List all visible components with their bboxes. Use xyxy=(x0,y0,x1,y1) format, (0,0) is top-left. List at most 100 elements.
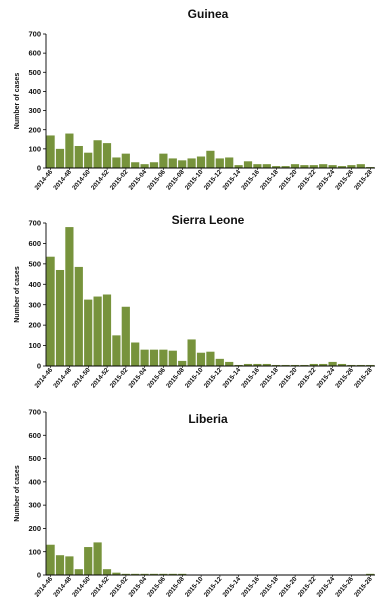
bar-2015-16 xyxy=(253,164,262,168)
bar-2015-01 xyxy=(112,572,121,575)
chart-guinea: Guinea Number of cases 0 100 200 300 400 500 600… xyxy=(0,0,376,207)
y-axis-label: Number of cases xyxy=(14,465,21,522)
bar-2014-47 xyxy=(55,555,65,575)
bar-2015-07 xyxy=(168,158,177,168)
y-tick-label: 500 xyxy=(28,68,41,77)
x-tick-label: 2015-14 xyxy=(222,575,243,598)
bar-2015-27 xyxy=(356,364,365,366)
x-tick-label: 2015-22 xyxy=(297,168,318,191)
bar-2015-04 xyxy=(140,349,149,366)
bar-2015-25 xyxy=(337,166,347,168)
bar-2014-46 xyxy=(46,256,55,366)
bar-2015-22 xyxy=(309,363,318,366)
x-tick-label: 2015-04 xyxy=(128,366,149,389)
bar-2014-48 xyxy=(65,227,74,366)
x-tick-label: 2015-04 xyxy=(128,168,149,191)
bar-2015-26 xyxy=(347,364,356,366)
bar-2014-49 xyxy=(74,145,83,168)
x-tick-label: 2015-20 xyxy=(278,168,299,191)
y-tick-label: 400 xyxy=(28,87,41,96)
chart-liberia: Liberia Number of cases 0 100 200 300 400 500 60… xyxy=(0,403,376,603)
x-tick-label: 2014-50 xyxy=(71,575,92,598)
bar-2014-49 xyxy=(74,266,83,366)
bar-2014-51 xyxy=(93,542,102,575)
bar-2014-49 xyxy=(74,569,83,575)
bar-2015-14 xyxy=(234,165,243,168)
bar-2015-01 xyxy=(112,335,121,366)
y-tick-label: 200 xyxy=(28,321,41,330)
chart-title: Sierra Leone xyxy=(172,213,245,227)
y-tick-label: 400 xyxy=(28,477,41,486)
bar-2015-03 xyxy=(131,573,140,575)
y-tick-label: 300 xyxy=(28,300,41,309)
x-tick-label: 2015-20 xyxy=(278,575,299,598)
x-tick-label: 2015-16 xyxy=(240,575,261,598)
bar-2015-13 xyxy=(225,361,234,366)
bar-2015-04 xyxy=(140,573,149,575)
x-tick-label: 2015-18 xyxy=(259,168,280,191)
bar-2014-50 xyxy=(84,299,93,366)
bar-2015-18 xyxy=(272,364,281,366)
bar-2015-17 xyxy=(262,363,271,366)
x-tick-label: 2015-06 xyxy=(146,168,167,191)
bar-2015-02 xyxy=(121,573,130,575)
bar-2015-20 xyxy=(290,164,300,168)
y-tick-label: 500 xyxy=(28,259,41,268)
bar-2015-14 xyxy=(234,364,243,366)
bar-2014-50 xyxy=(84,547,93,575)
bar-2014-47 xyxy=(55,148,65,168)
y-tick-label: 300 xyxy=(28,501,41,510)
bar-2015-08 xyxy=(178,573,187,575)
chart-sierra-leone: Sierra Leone Number of cases 0 100 200 300 400… xyxy=(0,207,376,403)
bar-2015-06 xyxy=(159,153,168,168)
x-tick-label: 2014-52 xyxy=(90,575,111,598)
bar-2015-28 xyxy=(366,167,375,168)
y-tick-label: 200 xyxy=(28,125,41,134)
bar-2015-02 xyxy=(121,153,130,168)
bar-2015-11 xyxy=(206,150,215,168)
bar-2015-28 xyxy=(366,573,375,575)
bar-2015-19 xyxy=(281,364,290,366)
y-tick-label: 100 xyxy=(28,144,41,153)
x-tick-label: 2015-26 xyxy=(334,575,355,598)
x-tick-label: 2015-24 xyxy=(316,366,337,389)
x-tick-label: 2014-50 xyxy=(71,366,92,389)
x-tick-label: 2015-16 xyxy=(240,168,261,191)
y-tick-label: 700 xyxy=(28,30,41,39)
chart-title: Liberia xyxy=(188,412,228,426)
x-tick-label: 2014-48 xyxy=(52,575,73,598)
x-tick-label: 2015-20 xyxy=(278,366,299,389)
x-tick-label: 2015-12 xyxy=(203,366,224,389)
bar-2015-03 xyxy=(131,162,140,168)
bar-2015-07 xyxy=(168,573,177,575)
x-tick-label: 2015-08 xyxy=(165,168,186,191)
bar-2015-22 xyxy=(309,165,318,168)
x-tick-label: 2014-48 xyxy=(52,366,73,389)
bar-2015-10 xyxy=(196,352,206,366)
y-tick-label: 500 xyxy=(28,454,41,463)
x-tick-label: 2014-48 xyxy=(52,168,73,191)
bar-2015-01 xyxy=(112,157,121,168)
x-tick-label: 2015-26 xyxy=(334,168,355,191)
y-tick-label: 700 xyxy=(28,408,41,417)
x-tick-label: 2015-18 xyxy=(259,575,280,598)
bar-2015-24 xyxy=(328,361,337,366)
y-tick-label: 100 xyxy=(28,341,41,350)
x-tick-label: 2015-02 xyxy=(109,366,130,389)
x-tick-label: 2015-16 xyxy=(240,366,261,389)
x-tick-label: 2015-04 xyxy=(128,575,149,598)
y-tick-label: 0 xyxy=(37,571,41,580)
bar-2014-50 xyxy=(84,152,93,168)
y-axis-label: Number of cases xyxy=(14,73,21,130)
bar-2014-52 xyxy=(102,569,112,575)
bar-2015-11 xyxy=(206,351,215,366)
bar-2015-08 xyxy=(178,360,187,366)
bar-2015-28 xyxy=(366,364,375,366)
x-tick-label: 2015-06 xyxy=(146,366,167,389)
chart-svg: Sierra Leone Number of cases 0 100 200 300 400… xyxy=(14,213,375,390)
y-tick-label: 300 xyxy=(28,106,41,115)
bar-2014-52 xyxy=(102,143,112,168)
x-tick-label: 2015-22 xyxy=(297,575,318,598)
x-tick-label: 2015-06 xyxy=(146,575,167,598)
